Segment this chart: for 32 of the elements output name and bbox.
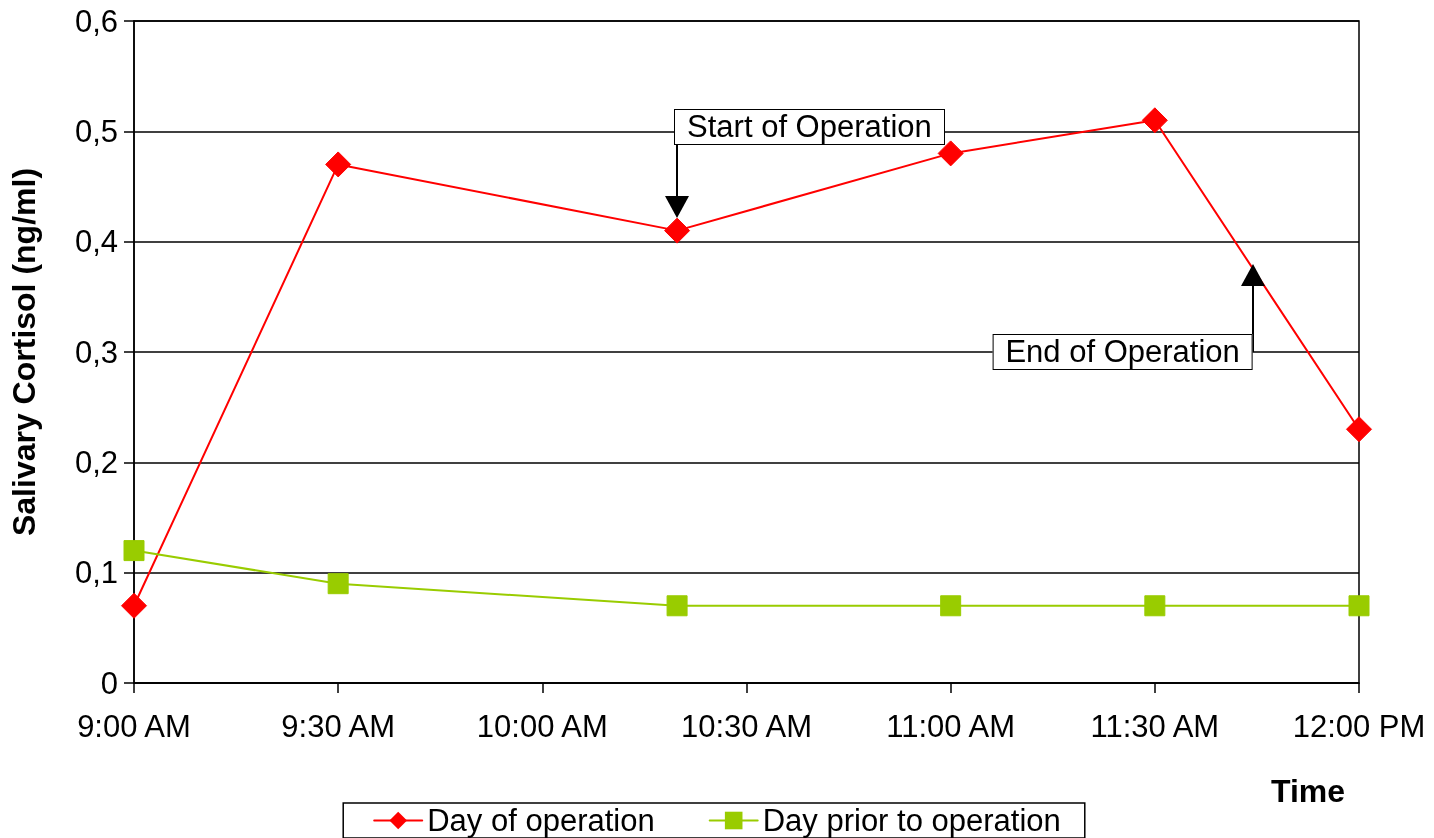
point xyxy=(123,540,145,562)
y-tick-label: 0,5 xyxy=(74,113,118,149)
y-axis-title: Salivary Cortisol (ng/ml) xyxy=(6,167,42,537)
point xyxy=(664,217,691,244)
legend-label: Day prior to operation xyxy=(762,803,1061,838)
y-tick-label: 0,4 xyxy=(74,224,118,260)
point xyxy=(121,592,147,619)
annotation: Start of Operation xyxy=(674,108,945,145)
point xyxy=(937,140,964,167)
y-tick-label: 0,2 xyxy=(74,444,118,480)
point xyxy=(1346,416,1372,443)
y-tick-label: 0,1 xyxy=(74,555,118,591)
x-tick-label: 11:00 AM xyxy=(886,709,1016,744)
y-tick-label: 0,3 xyxy=(74,334,118,370)
x-tick-label: 10:00 AM xyxy=(476,709,608,744)
y-tick-label: 0,6 xyxy=(74,3,118,39)
x-tick-label: 10:30 AM xyxy=(681,709,812,744)
legend-label: Day of operation xyxy=(427,803,655,838)
point xyxy=(325,151,352,178)
x-tick-label: 11:30 AM xyxy=(1090,709,1220,744)
x-axis-title: Time xyxy=(1270,773,1346,809)
point xyxy=(666,595,688,617)
y-tick-label: 0 xyxy=(100,665,118,701)
x-tick-label: 9:30 AM xyxy=(281,709,396,744)
point xyxy=(1348,595,1370,617)
x-tick-label: 12:00 PM xyxy=(1292,709,1426,744)
point xyxy=(1144,595,1166,617)
point xyxy=(940,595,962,617)
point xyxy=(327,573,349,595)
point xyxy=(1141,107,1168,134)
annotation: End of Operation xyxy=(992,333,1253,370)
x-tick-label: 9:00 AM xyxy=(77,709,191,744)
